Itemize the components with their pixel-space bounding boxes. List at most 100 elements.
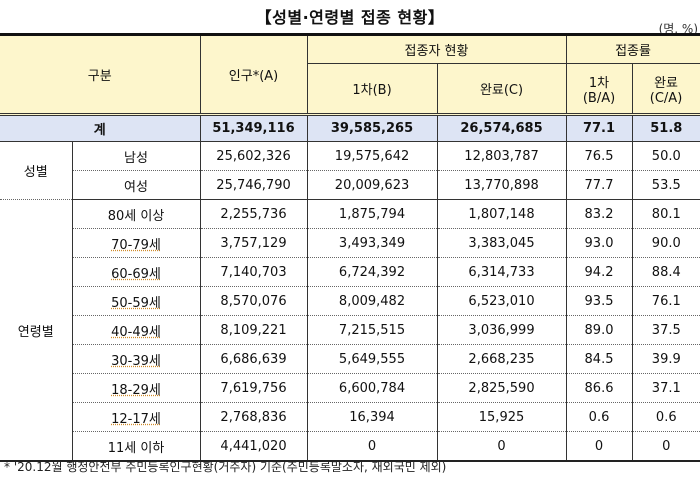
age-label-cell: 12-17세 — [71, 402, 201, 432]
age-rate-first-cell: 84.5 — [565, 344, 633, 374]
sex-population-cell: 25,602,326 — [199, 141, 308, 171]
age-label-text: 18-29세 — [111, 382, 161, 398]
age-label-text: 70-79세 — [111, 237, 161, 253]
total-row: 계 51,349,116 39,585,265 26,574,685 77.1 … — [0, 113, 700, 142]
age-label-text: 40-49세 — [111, 324, 161, 340]
age-population-cell: 7,619,756 — [199, 373, 308, 403]
age-label-cell: 50-59세 — [71, 286, 201, 316]
age-completed-cell: 3,036,999 — [436, 315, 567, 345]
age-rate-completed-cell: 37.1 — [631, 373, 700, 403]
header-category: 구분 — [0, 33, 201, 115]
footnote: * '20.12월 행정안전부 주민등록인구현황(거주자) 기준(주민등록말소자… — [4, 460, 447, 474]
age-first-cell: 8,009,482 — [306, 286, 438, 316]
age-rate-completed-cell: 80.1 — [631, 199, 700, 229]
sex-rate-completed-cell: 50.0 — [631, 141, 700, 171]
sex-first-cell: 19,575,642 — [306, 141, 438, 171]
age-group-label: 연령별 — [0, 199, 72, 462]
age-label-cell: 11세 이하 — [71, 431, 201, 462]
age-label-cell: 70-79세 — [71, 228, 201, 258]
age-row: 70-79세 3,757,129 3,493,349 3,383,045 93.0 90.… — [0, 228, 700, 258]
total-completed: 26,574,685 — [436, 113, 567, 142]
age-rate-first-cell: 86.6 — [565, 373, 633, 403]
age-population-cell: 3,757,129 — [199, 228, 308, 258]
age-completed-cell: 2,825,590 — [436, 373, 567, 403]
age-completed-cell: 2,668,235 — [436, 344, 567, 374]
age-rate-completed-cell: 0 — [631, 431, 700, 462]
age-population-cell: 8,109,221 — [199, 315, 308, 345]
age-rate-first-cell: 93.5 — [565, 286, 633, 316]
age-population-cell: 4,441,020 — [199, 431, 308, 462]
age-label-cell: 40-49세 — [71, 315, 201, 345]
age-rate-completed-cell: 88.4 — [631, 257, 700, 287]
age-row: 18-29세 7,619,756 6,600,784 2,825,590 86.6 37.… — [0, 373, 700, 403]
age-label-cell: 30-39세 — [71, 344, 201, 374]
age-rate-first-cell: 93.0 — [565, 228, 633, 258]
age-first-cell: 16,394 — [306, 402, 438, 432]
age-rate-first-cell: 94.2 — [565, 257, 633, 287]
header-first-dose: 1차(B) — [307, 63, 438, 115]
age-label-cell: 60-69세 — [71, 257, 201, 287]
age-rate-completed-cell: 90.0 — [631, 228, 700, 258]
age-rate-first-cell: 89.0 — [565, 315, 633, 345]
header-rate-group: 접종률 — [565, 33, 700, 64]
age-rate-completed-cell: 37.5 — [631, 315, 700, 345]
page-title: 【성별·연령별 접종 현황】 — [255, 8, 445, 27]
sex-label-cell: 여성 — [71, 170, 201, 200]
total-rate-first: 77.1 — [565, 113, 633, 142]
header-rate-first-l2: (B/A) — [582, 90, 616, 106]
sex-group-label: 성별 — [0, 141, 72, 200]
age-rate-completed-cell: 39.9 — [631, 344, 700, 374]
age-first-cell: 7,215,515 — [306, 315, 438, 345]
age-population-cell: 8,570,076 — [199, 286, 308, 316]
age-completed-cell: 3,383,045 — [436, 228, 567, 258]
age-completed-cell: 15,925 — [436, 402, 567, 432]
age-row: 30-39세 6,686,639 5,649,555 2,668,235 84.5 39.… — [0, 344, 700, 374]
age-label-text: 50-59세 — [111, 295, 161, 311]
sex-completed-cell: 13,770,898 — [436, 170, 567, 200]
header-completed: 완료(C) — [436, 63, 567, 115]
sex-row: 성별 남성 25,602,326 19,575,642 12,803,787 76.5 50… — [0, 141, 700, 200]
age-completed-cell: 1,807,148 — [436, 199, 567, 229]
header-rate-completed: 완료 (C/A) — [631, 63, 700, 115]
age-rate-first-cell: 83.2 — [565, 199, 633, 229]
total-label: 계 — [0, 113, 201, 142]
total-rate-completed: 51.8 — [631, 113, 700, 142]
age-first-cell: 0 — [306, 431, 438, 462]
age-label-cell: 18-29세 — [71, 373, 201, 403]
age-first-cell: 6,724,392 — [306, 257, 438, 287]
header-rate-first-l1: 1차 — [588, 75, 610, 91]
header-population: 인구*(A) — [199, 33, 308, 115]
header-rate-completed-l1: 완료 — [654, 75, 678, 91]
age-label-text: 12-17세 — [111, 411, 161, 427]
age-label-cell: 80세 이상 — [71, 199, 201, 229]
age-label-text: 30-39세 — [111, 353, 161, 369]
total-first: 39,585,265 — [306, 113, 438, 142]
sex-completed-cell: 12,803,787 — [436, 141, 567, 171]
age-population-cell: 2,255,736 — [199, 199, 308, 229]
age-rate-first-cell: 0.6 — [565, 402, 633, 432]
header-rate-completed-l2: (C/A) — [649, 90, 683, 106]
unit-label: (명, %) — [658, 22, 698, 36]
age-completed-cell: 0 — [436, 431, 567, 462]
age-first-cell: 1,875,794 — [306, 199, 438, 229]
sex-rate-first-cell: 76.5 — [565, 141, 633, 171]
sex-row: 여성 25,746,790 20,009,623 13,770,898 77.7 53.5 — [0, 170, 700, 200]
sex-population-cell: 25,746,790 — [199, 170, 308, 200]
age-first-cell: 5,649,555 — [306, 344, 438, 374]
sex-label-cell: 남성 — [71, 141, 201, 171]
header-vaccinated-group: 접종자 현황 — [306, 33, 567, 64]
total-population: 51,349,116 — [199, 113, 308, 142]
age-row: 60-69세 7,140,703 6,724,392 6,314,733 94.2 88.… — [0, 257, 700, 287]
age-population-cell: 2,768,836 — [199, 402, 308, 432]
age-row: 40-49세 8,109,221 7,215,515 3,036,999 89.0 37.… — [0, 315, 700, 345]
age-rate-first-cell: 0 — [565, 431, 633, 462]
age-row: 연령별 80세 이상 2,255,736 1,875,794 1,807,148 83.2… — [0, 199, 700, 462]
age-row: 11세 이하 4,441,020 0 0 0 0 — [0, 431, 700, 462]
age-completed-cell: 6,523,010 — [436, 286, 567, 316]
age-rate-completed-cell: 0.6 — [631, 402, 700, 432]
age-rate-completed-cell: 76.1 — [631, 286, 700, 316]
age-completed-cell: 6,314,733 — [436, 257, 567, 287]
age-first-cell: 6,600,784 — [306, 373, 438, 403]
header-rate-first: 1차 (B/A) — [565, 63, 633, 115]
age-row: 12-17세 2,768,836 16,394 15,925 0.6 0.6 — [0, 402, 700, 432]
